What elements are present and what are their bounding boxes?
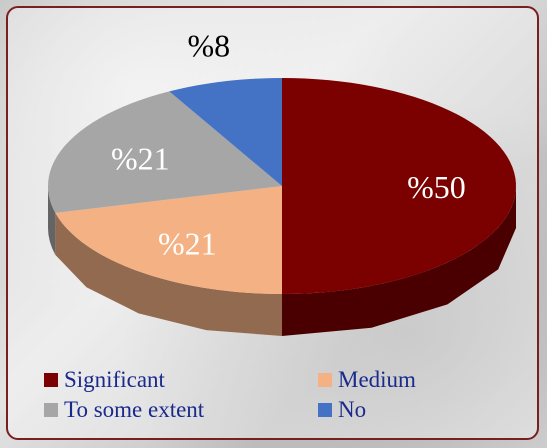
legend-item-medium: Medium bbox=[318, 367, 416, 393]
legend-swatch-to-some-extent bbox=[44, 403, 58, 417]
legend-swatch-no bbox=[318, 403, 332, 417]
pie-side-to-some-extent bbox=[48, 186, 56, 255]
legend-label-medium: Medium bbox=[338, 367, 416, 392]
legend-item-to-some-extent: To some extent bbox=[44, 397, 204, 423]
pie-labels: %50 %21 %21 %8 bbox=[111, 27, 466, 261]
pie-label-to-some-extent: %21 bbox=[111, 141, 170, 177]
legend-label-significant: Significant bbox=[64, 367, 165, 392]
legend-label-no: No bbox=[338, 397, 367, 422]
pie-side-medium bbox=[55, 212, 282, 336]
pie-label-significant: %50 bbox=[407, 169, 466, 205]
legend-item-no: No bbox=[318, 397, 366, 423]
legend-label-to-some-extent: To some extent bbox=[64, 397, 205, 422]
pie-label-no: %8 bbox=[187, 27, 230, 63]
pie-slice-to-some-extent bbox=[48, 91, 283, 213]
legend: Significant Medium To some extent No bbox=[44, 363, 504, 427]
legend-swatch-significant bbox=[44, 373, 58, 387]
pie-slices bbox=[48, 78, 516, 294]
legend-swatch-medium bbox=[318, 373, 332, 387]
pie-slice-no bbox=[169, 78, 282, 186]
pie-label-medium: %21 bbox=[158, 225, 217, 261]
pie-sides bbox=[48, 186, 516, 336]
legend-item-significant: Significant bbox=[44, 367, 165, 393]
pie-side-significant bbox=[282, 186, 516, 336]
pie-slice-significant bbox=[282, 78, 516, 294]
pie-slice-medium bbox=[55, 186, 282, 294]
